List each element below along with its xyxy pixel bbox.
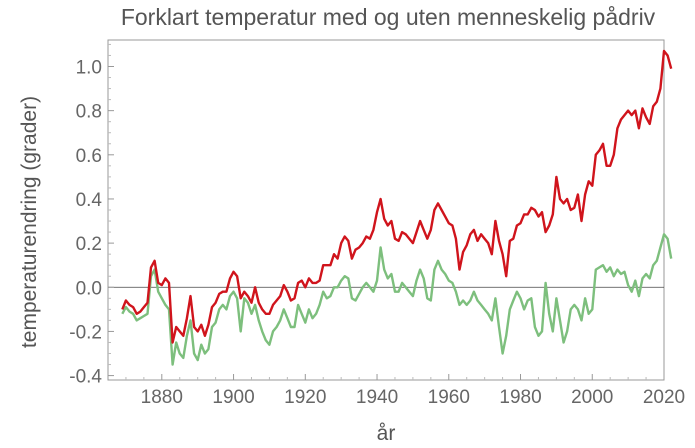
x-tick-label: 2000 [571,387,613,408]
y-tick-label: 0.4 [76,190,103,211]
series-layer [121,49,673,366]
series-line-red [121,49,673,344]
y-tick-label: 0.0 [76,278,102,299]
x-tick-label: 1980 [499,387,541,408]
y-tick-label: 0.2 [76,234,102,255]
y-tick-label: -0.2 [69,322,102,343]
x-axis: 1880 1900 1920 1940 1960 1980 2000 2020 [125,374,685,408]
y-tick-label: 0.6 [76,146,102,167]
x-tick-label: 1880 [141,387,183,408]
x-tick-label: 1920 [284,387,326,408]
y-axis: -0.4 -0.2 0.0 0.2 0.4 0.6 0.8 1.0 [69,43,114,388]
x-tick-label: 1960 [428,387,470,408]
x-tick-label: 2020 [643,387,685,408]
x-axis-label: år [377,422,396,445]
chart-title: Forklart temperatur med og uten menneske… [121,4,656,30]
x-tick-label: 1940 [356,387,398,408]
y-tick-label: 1.0 [76,57,102,78]
series-line-green [121,233,673,366]
y-tick-label: 0.8 [76,102,102,123]
y-axis-label: temperaturendring (grader) [18,96,41,348]
x-tick-label: 1900 [212,387,254,408]
y-tick-label: -0.4 [69,367,102,388]
